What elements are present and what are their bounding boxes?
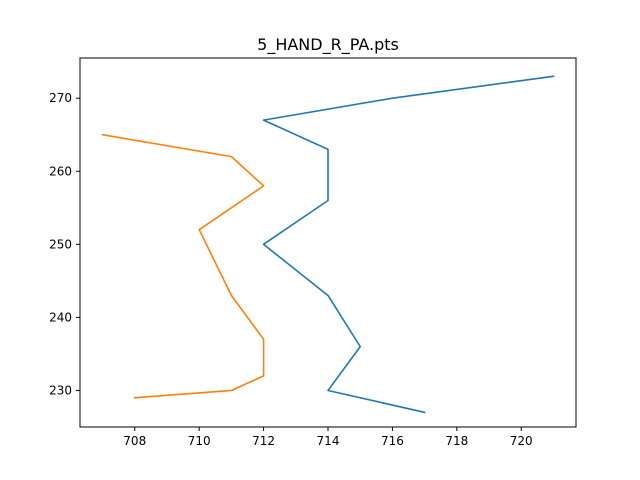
x-tick-label: 718 [445, 434, 468, 448]
x-tick-label: 712 [252, 434, 275, 448]
y-tick-label: 250 [49, 237, 72, 251]
y-tick-label: 270 [49, 91, 72, 105]
x-tick-label: 716 [381, 434, 404, 448]
x-tick-label: 720 [510, 434, 533, 448]
x-tick-label: 710 [188, 434, 211, 448]
x-tick-label: 714 [317, 434, 340, 448]
chart-title: 5_HAND_R_PA.pts [257, 35, 399, 55]
y-tick-label: 260 [49, 164, 72, 178]
y-tick-label: 230 [49, 383, 72, 397]
x-tick-label: 708 [123, 434, 146, 448]
series-line-1 [262, 75, 555, 414]
y-axis: 230 240 250 260 270 [49, 91, 80, 397]
x-axis: 708 710 712 714 716 718 720 [123, 427, 533, 448]
y-tick-label: 240 [49, 310, 72, 324]
series-line-2 [101, 133, 265, 399]
plot-area [101, 75, 555, 414]
